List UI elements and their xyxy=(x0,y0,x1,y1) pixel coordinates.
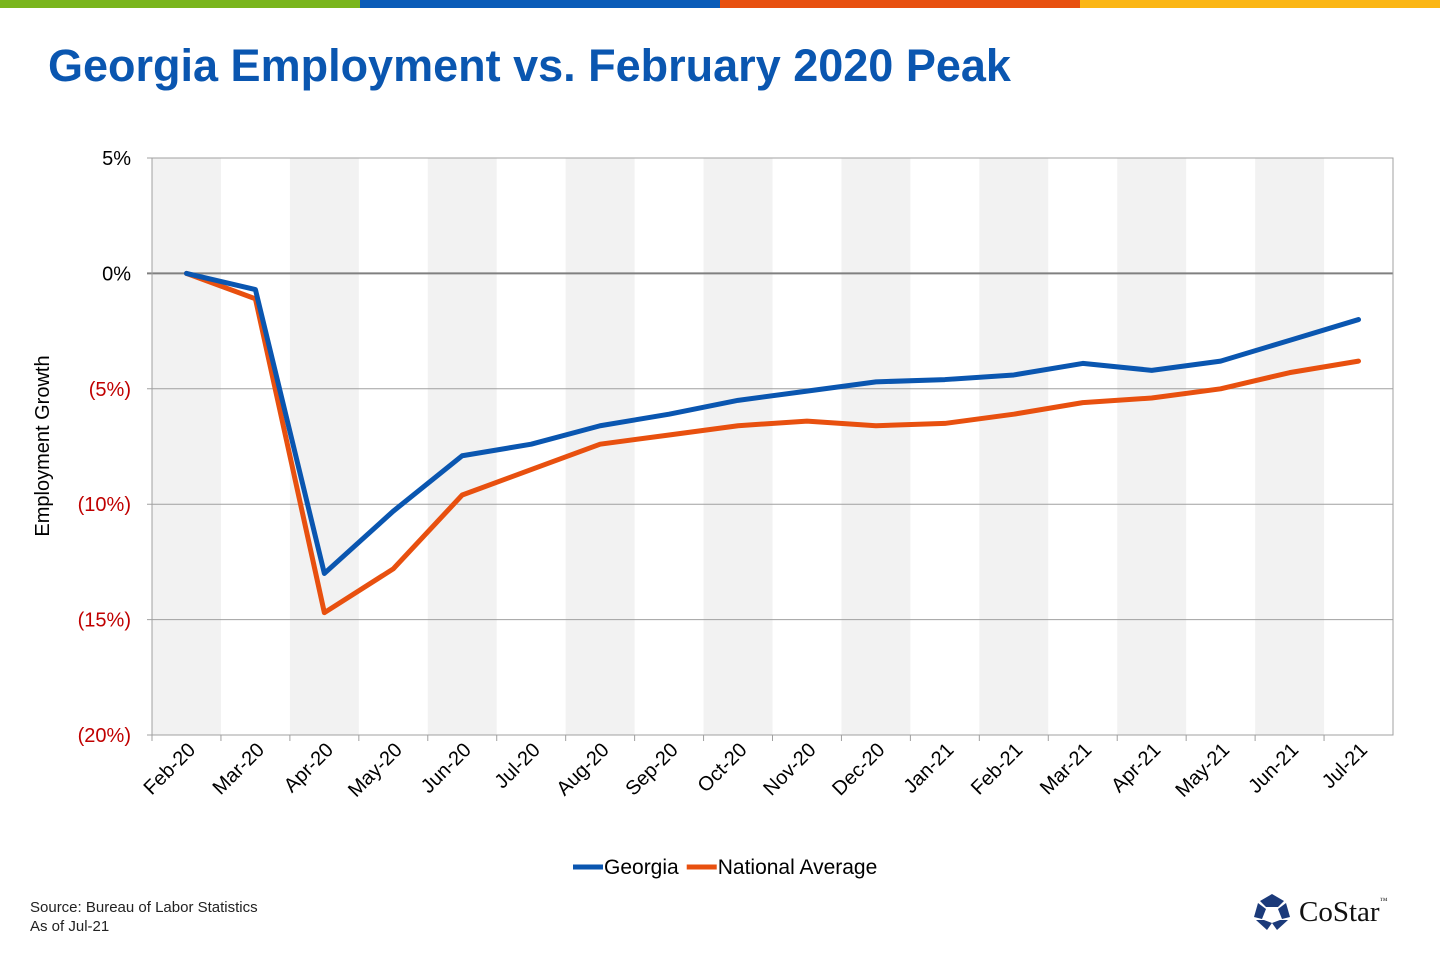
y-tick-label: 0% xyxy=(102,263,131,285)
y-tick-label: (20%) xyxy=(78,725,131,747)
x-tick-label: Mar-21 xyxy=(1036,739,1096,799)
y-tick-label: 5% xyxy=(102,148,131,170)
x-tick-label: May-21 xyxy=(1171,739,1234,802)
x-tick-label: Jun-20 xyxy=(417,739,476,798)
column-shade xyxy=(1117,158,1187,735)
logo-text: CoStar xyxy=(1299,895,1380,928)
x-tick-label: Jun-21 xyxy=(1244,739,1303,798)
x-tick-label: Aug-20 xyxy=(553,739,614,800)
column-shade xyxy=(979,158,1049,735)
x-tick-label: Jan-21 xyxy=(900,739,959,798)
column-shade xyxy=(703,158,773,735)
brand-bar-green xyxy=(0,0,360,8)
series-line-georgia xyxy=(183,270,1362,576)
y-axis-label: Employment Growth xyxy=(32,355,54,536)
costar-star-icon xyxy=(1254,894,1290,930)
brand-bar-yellow xyxy=(1080,0,1440,8)
column-shade xyxy=(289,158,359,735)
x-tick-label: Nov-20 xyxy=(759,739,820,800)
legend-label: National Average xyxy=(718,856,878,879)
brand-bar-orange xyxy=(720,0,1080,8)
column-shade xyxy=(152,158,221,735)
x-tick-label: Feb-20 xyxy=(140,739,200,799)
costar-logo: CoStar™ xyxy=(1253,893,1387,931)
column-shade xyxy=(841,158,911,735)
x-tick-label: May-20 xyxy=(344,739,407,802)
x-tick-label: Oct-20 xyxy=(694,739,752,797)
brand-bar-blue xyxy=(360,0,720,8)
x-tick-label: Jul-20 xyxy=(491,739,545,793)
x-tick-label: Feb-21 xyxy=(967,739,1027,799)
as-of-note: As of Jul-21 xyxy=(30,918,110,935)
column-shade xyxy=(427,158,497,735)
column-shade xyxy=(1255,158,1325,735)
x-tick-label: Dec-20 xyxy=(828,739,889,800)
brand-color-bar xyxy=(0,0,1440,8)
page-title: Georgia Employment vs. February 2020 Pea… xyxy=(48,40,1011,91)
source-note: Source: Bureau of Labor Statistics xyxy=(30,899,258,916)
costar-wordmark: CoStar™ xyxy=(1299,896,1387,929)
y-tick-label: (10%) xyxy=(78,494,131,516)
trademark: ™ xyxy=(1379,895,1388,905)
legend-label: Georgia xyxy=(604,856,679,879)
series-line-national-average xyxy=(183,270,1362,616)
x-tick-label: Mar-20 xyxy=(209,739,269,799)
y-tick-label: (15%) xyxy=(78,610,131,632)
y-tick-label: (5%) xyxy=(89,379,131,401)
x-tick-label: Apr-21 xyxy=(1107,739,1165,797)
x-tick-label: Sep-20 xyxy=(621,739,682,800)
x-tick-label: Jul-21 xyxy=(1318,739,1372,793)
x-tick-label: Apr-20 xyxy=(280,739,338,797)
